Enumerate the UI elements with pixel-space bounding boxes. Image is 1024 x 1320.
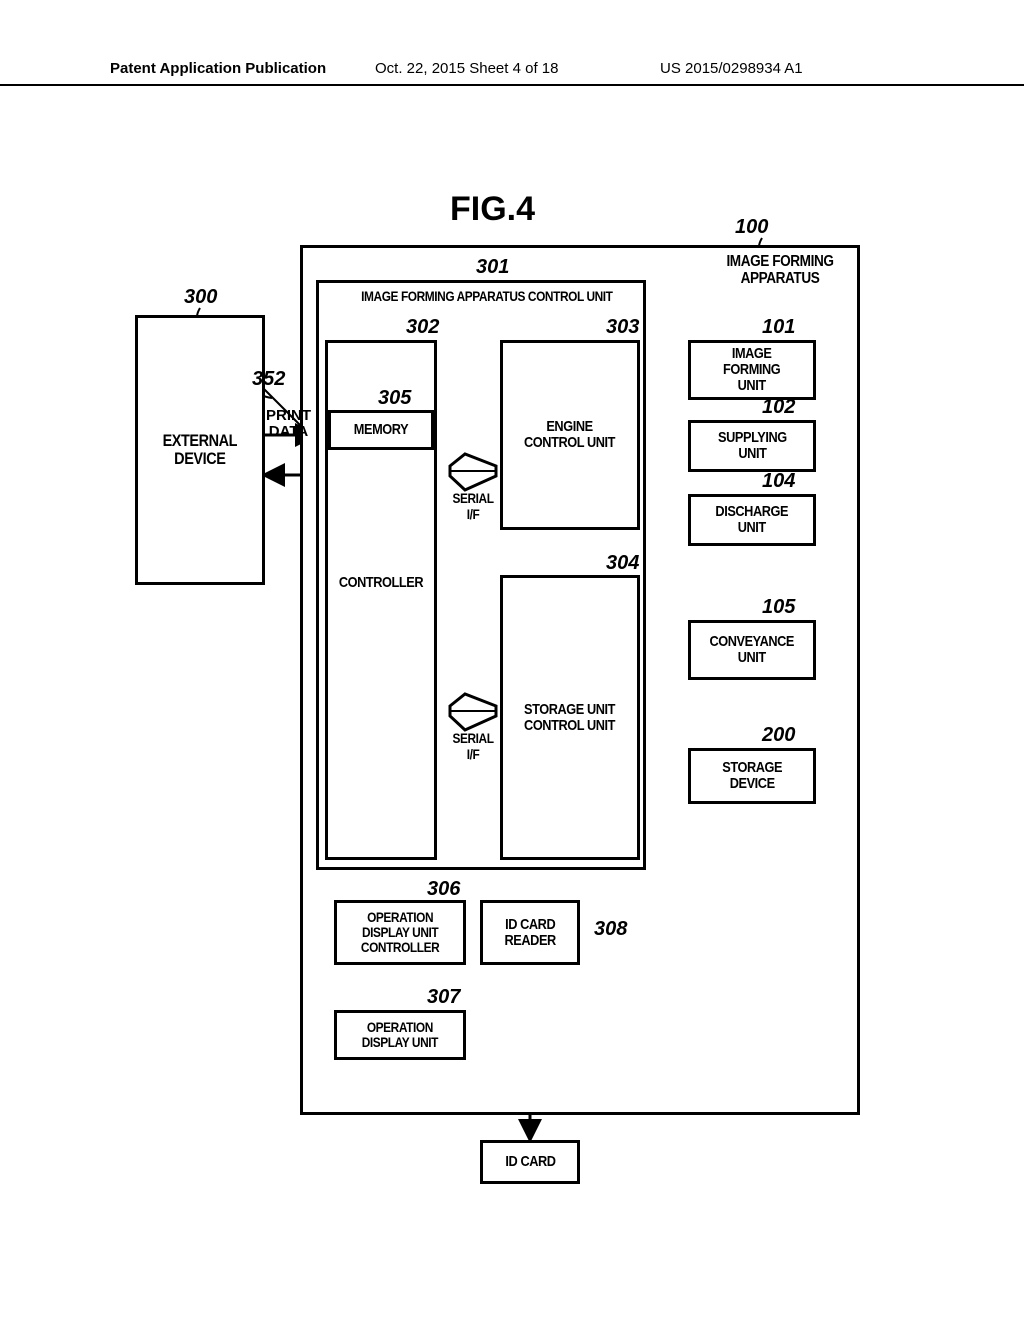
ref-305: 305	[378, 387, 411, 410]
op-disp-label: OPERATION DISPLAY UNIT	[362, 1020, 438, 1049]
ref-105: 105	[762, 596, 795, 619]
supplying-unit-box: SUPPLYING UNIT	[688, 420, 816, 472]
storage-device-box: STORAGE DEVICE	[688, 748, 816, 804]
engine-label: ENGINE CONTROL UNIT	[524, 419, 615, 451]
image-forming-unit-box: IMAGE FORMING UNIT	[688, 340, 816, 400]
serial-if-2: SERIAL I/F	[445, 690, 501, 766]
ref-302: 302	[406, 316, 439, 339]
operation-display-unit-box: OPERATION DISPLAY UNIT	[334, 1010, 466, 1060]
ref-307: 307	[427, 986, 460, 1009]
serial-if-1: SERIAL I/F	[445, 450, 501, 526]
ref-100: 100	[735, 216, 768, 239]
id-card-label: ID CARD	[505, 1154, 555, 1170]
ref-104: 104	[762, 470, 795, 493]
external-device-text: EXTERNAL DEVICE	[163, 432, 237, 468]
external-device-box: EXTERNAL DEVICE	[135, 315, 265, 585]
storage-device-label: STORAGE DEVICE	[722, 760, 782, 792]
discharge-unit-box: DISCHARGE UNIT	[688, 494, 816, 546]
id-card-reader-box: ID CARD READER	[480, 900, 580, 965]
page: Patent Application Publication Oct. 22, …	[0, 0, 1024, 1320]
ref-306: 306	[427, 878, 460, 901]
controller-label: CONTROLLER	[336, 575, 426, 591]
op-disp-ctrl-label: OPERATION DISPLAY UNIT CONTROLLER	[361, 910, 439, 954]
ref-308: 308	[594, 918, 627, 941]
ref-102: 102	[762, 396, 795, 419]
storage-ctrl-label: STORAGE UNIT CONTROL UNIT	[524, 702, 615, 734]
id-card-box: ID CARD	[480, 1140, 580, 1184]
memory-label: MEMORY	[354, 422, 408, 438]
ref-303: 303	[606, 316, 639, 339]
apparatus-title: IMAGE FORMING APPARATUS	[727, 254, 834, 288]
engine-control-box: ENGINE CONTROL UNIT	[500, 340, 640, 530]
print-data-label: PRINT DATA	[266, 408, 311, 440]
supplying-label: SUPPLYING UNIT	[718, 430, 787, 462]
ref-200: 200	[762, 724, 795, 747]
memory-box: MEMORY	[328, 410, 434, 450]
storage-unit-control-box: STORAGE UNIT CONTROL UNIT	[500, 575, 640, 860]
ref-352: 352	[252, 368, 285, 391]
serial-if-1-label: SERIAL I/F	[449, 490, 497, 522]
ref-304: 304	[606, 552, 639, 575]
conveyance-unit-box: CONVEYANCE UNIT	[688, 620, 816, 680]
control-unit-title: IMAGE FORMING APPARATUS CONTROL UNIT	[361, 289, 612, 304]
ref-300: 300	[184, 286, 217, 309]
image-forming-unit-label: IMAGE FORMING UNIT	[723, 346, 780, 393]
ref-301: 301	[476, 256, 509, 279]
discharge-label: DISCHARGE UNIT	[716, 504, 789, 536]
id-card-reader-label: ID CARD READER	[504, 917, 555, 949]
serial-if-2-label: SERIAL I/F	[449, 730, 497, 762]
operation-display-controller-box: OPERATION DISPLAY UNIT CONTROLLER	[334, 900, 466, 965]
conveyance-label: CONVEYANCE UNIT	[710, 634, 795, 666]
ref-101: 101	[762, 316, 795, 339]
